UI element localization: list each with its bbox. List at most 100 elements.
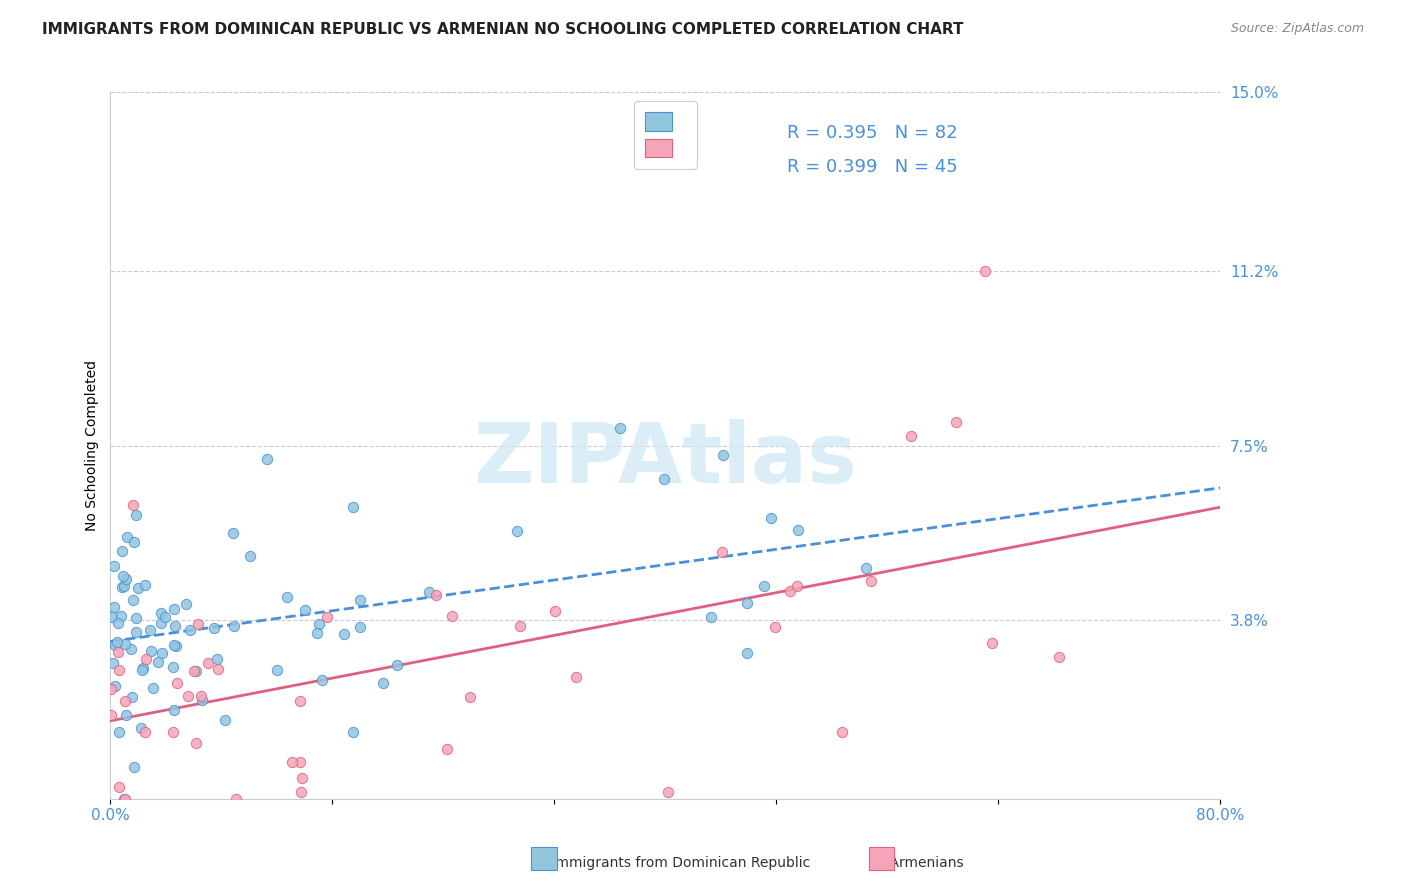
Point — [174, 597, 197, 611]
Point — [131, 663, 153, 677]
Point — [179, 623, 201, 637]
Point — [101, 656, 124, 670]
Point — [107, 616, 129, 631]
Point — [294, 603, 316, 617]
Point — [135, 652, 157, 666]
Point — [859, 574, 882, 588]
Point — [1047, 649, 1070, 664]
Point — [114, 579, 136, 593]
Point — [342, 724, 364, 739]
Text: R = 0.395   N = 82: R = 0.395 N = 82 — [787, 124, 957, 142]
Point — [190, 689, 212, 703]
Point — [224, 619, 246, 633]
Point — [900, 429, 922, 443]
Point — [129, 721, 152, 735]
Point — [139, 643, 162, 657]
Point — [132, 660, 155, 674]
Point — [150, 615, 173, 630]
Point — [163, 703, 186, 717]
Point — [162, 725, 184, 739]
Point — [202, 621, 225, 635]
Point — [308, 616, 330, 631]
Point — [197, 656, 219, 670]
Point — [441, 609, 464, 624]
Point — [105, 635, 128, 649]
Point — [266, 663, 288, 677]
Point — [165, 618, 187, 632]
Point — [187, 616, 209, 631]
Point — [371, 676, 394, 690]
Point — [385, 658, 408, 673]
Point — [735, 596, 758, 610]
Point — [425, 588, 447, 602]
Point — [103, 600, 125, 615]
Point — [214, 713, 236, 727]
Point — [184, 664, 207, 678]
Point — [565, 670, 588, 684]
Point — [120, 641, 142, 656]
Point — [980, 636, 1002, 650]
Point — [855, 561, 877, 575]
Point — [184, 736, 207, 750]
Point — [333, 627, 356, 641]
Point — [735, 646, 758, 660]
Point — [108, 780, 131, 794]
Point — [122, 592, 145, 607]
Point — [103, 638, 125, 652]
Point — [114, 707, 136, 722]
Point — [349, 592, 371, 607]
Point — [183, 664, 205, 678]
Point — [124, 760, 146, 774]
Point — [127, 582, 149, 596]
Point — [290, 784, 312, 798]
Point — [121, 690, 143, 704]
Point — [436, 741, 458, 756]
Point — [711, 448, 734, 462]
Point — [114, 791, 136, 805]
Text: IMMIGRANTS FROM DOMINICAN REPUBLIC VS ARMENIAN NO SCHOOLING COMPLETED CORRELATIO: IMMIGRANTS FROM DOMINICAN REPUBLIC VS AR… — [42, 22, 963, 37]
Point — [155, 609, 177, 624]
Point — [177, 689, 200, 703]
Point — [124, 611, 146, 625]
Point — [134, 725, 156, 739]
Point — [107, 663, 129, 677]
Point — [103, 559, 125, 574]
Point — [115, 530, 138, 544]
Point — [134, 578, 156, 592]
Legend: , : , — [634, 102, 697, 169]
Point — [122, 498, 145, 512]
Point — [142, 681, 165, 695]
Point — [112, 791, 135, 805]
Point — [752, 579, 775, 593]
Point — [288, 693, 311, 707]
Point — [124, 534, 146, 549]
Text: Armenians: Armenians — [872, 855, 963, 870]
Point — [609, 420, 631, 434]
Point — [831, 724, 853, 739]
Point — [305, 626, 328, 640]
Point — [110, 609, 132, 624]
Point — [316, 610, 339, 624]
Y-axis label: No Schooling Completed: No Schooling Completed — [86, 360, 100, 531]
Text: R = 0.399   N = 45: R = 0.399 N = 45 — [787, 158, 957, 176]
Point — [657, 785, 679, 799]
Point — [763, 620, 786, 634]
Point — [418, 585, 440, 599]
Point — [288, 755, 311, 769]
Point — [162, 638, 184, 652]
Point — [759, 511, 782, 525]
Point — [162, 659, 184, 673]
Point — [506, 524, 529, 539]
Point — [112, 569, 135, 583]
Point — [945, 415, 967, 429]
Text: Immigrants from Dominican Republic: Immigrants from Dominican Republic — [534, 855, 810, 870]
Point — [349, 620, 371, 634]
Point — [163, 601, 186, 615]
Point — [138, 623, 160, 637]
Point — [458, 690, 481, 705]
Point — [786, 523, 808, 537]
Point — [100, 707, 122, 722]
Point — [166, 676, 188, 690]
Point — [104, 679, 127, 693]
Point — [256, 452, 278, 467]
